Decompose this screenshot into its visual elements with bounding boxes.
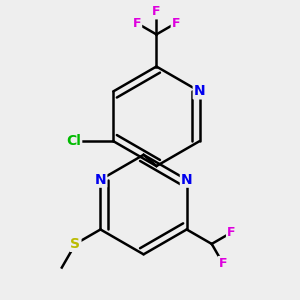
Text: F: F <box>227 226 236 239</box>
Text: N: N <box>95 173 106 187</box>
Text: F: F <box>152 5 161 18</box>
Text: F: F <box>133 17 141 30</box>
Text: N: N <box>194 84 205 98</box>
Text: F: F <box>219 257 227 270</box>
Text: Cl: Cl <box>66 134 81 148</box>
Text: S: S <box>70 237 80 251</box>
Text: F: F <box>172 17 180 30</box>
Text: N: N <box>181 173 193 187</box>
